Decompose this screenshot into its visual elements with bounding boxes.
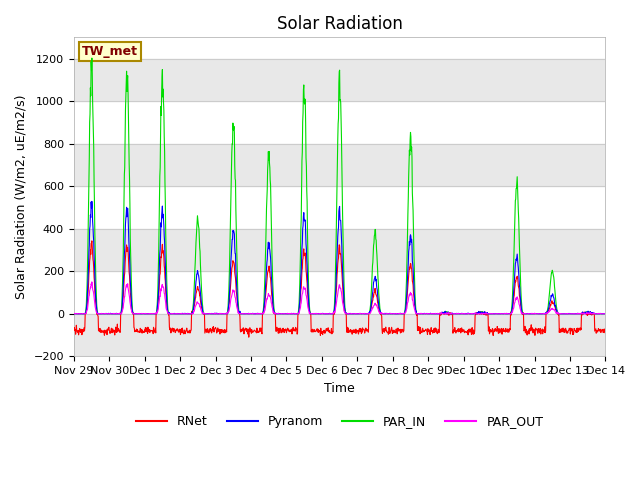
Bar xyxy=(74,228,605,271)
Bar xyxy=(74,59,605,101)
Legend: RNet, Pyranom, PAR_IN, PAR_OUT: RNet, Pyranom, PAR_IN, PAR_OUT xyxy=(131,410,548,433)
Y-axis label: Solar Radiation (W/m2, uE/m2/s): Solar Radiation (W/m2, uE/m2/s) xyxy=(15,95,28,299)
Bar xyxy=(74,314,605,356)
X-axis label: Time: Time xyxy=(324,382,355,395)
Bar xyxy=(74,144,605,186)
Text: TW_met: TW_met xyxy=(82,45,138,58)
Title: Solar Radiation: Solar Radiation xyxy=(276,15,403,33)
